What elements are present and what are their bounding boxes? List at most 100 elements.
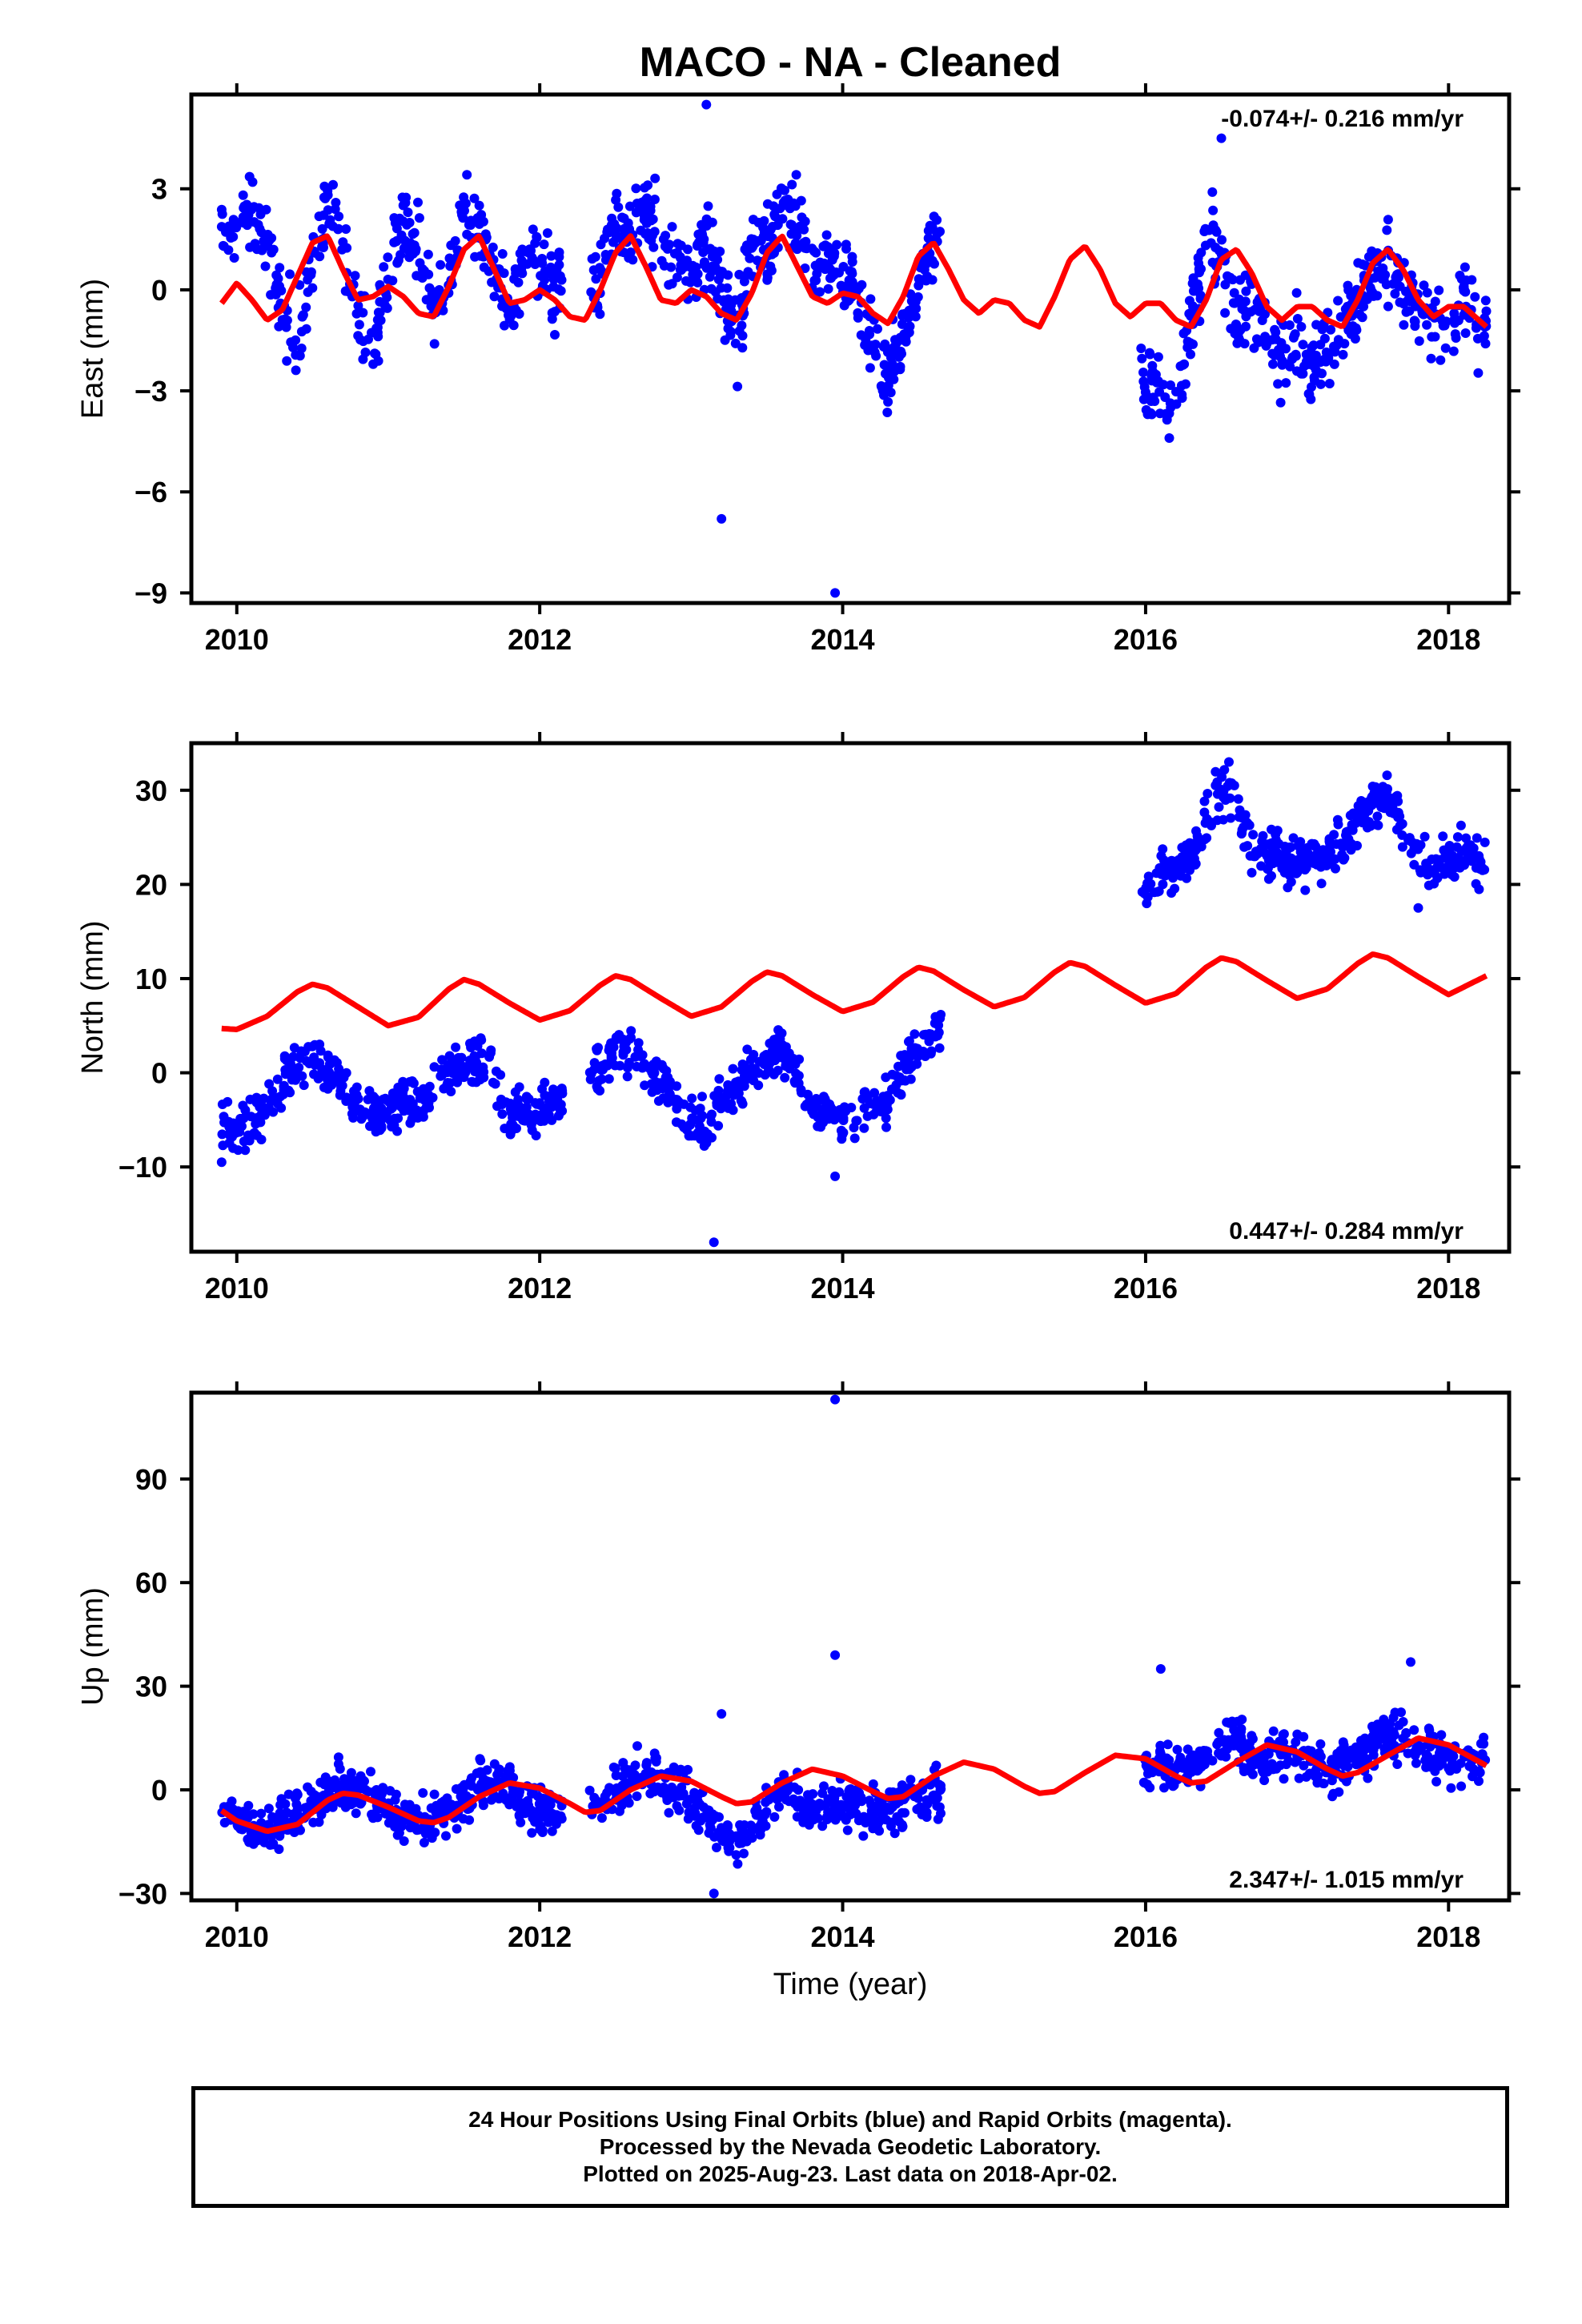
data-point — [1453, 316, 1464, 326]
data-point — [794, 1054, 805, 1064]
data-point — [689, 1787, 700, 1798]
data-point — [595, 309, 605, 320]
data-point — [349, 1101, 359, 1112]
data-point — [301, 267, 311, 277]
data-point — [734, 1838, 745, 1848]
x-axis-label: Time (year) — [773, 1968, 928, 2001]
data-point — [749, 235, 759, 244]
data-point — [608, 1042, 619, 1052]
data-point — [527, 1827, 537, 1838]
data-point — [604, 1074, 614, 1084]
data-point — [1343, 838, 1354, 848]
data-point — [656, 255, 667, 266]
data-point — [380, 1093, 391, 1104]
data-point — [1323, 353, 1334, 364]
data-point — [375, 316, 386, 325]
data-point — [320, 193, 331, 203]
data-point — [705, 1823, 716, 1833]
y-tick-label: −30 — [118, 1877, 167, 1910]
data-point — [775, 1034, 785, 1044]
data-point — [500, 1097, 511, 1108]
data-point — [795, 221, 805, 231]
data-point — [612, 188, 622, 199]
data-point — [770, 211, 781, 222]
data-point — [1208, 205, 1219, 215]
data-point — [1456, 1781, 1467, 1791]
data-point — [706, 1116, 717, 1127]
data-point — [733, 381, 743, 392]
data-point — [396, 1101, 407, 1112]
data-point — [882, 408, 893, 417]
data-point — [500, 1124, 510, 1134]
data-point — [1341, 830, 1351, 840]
data-point — [840, 1104, 850, 1114]
data-point — [753, 1810, 763, 1820]
data-point — [540, 266, 550, 276]
data-point — [611, 1771, 621, 1780]
data-point — [1311, 859, 1322, 869]
data-point — [328, 179, 338, 190]
data-point — [415, 258, 425, 268]
y-tick-label: 30 — [135, 1671, 167, 1703]
y-tick-label: −9 — [135, 577, 167, 609]
data-point — [1396, 1707, 1406, 1718]
data-point — [676, 253, 686, 263]
outlier-point — [717, 513, 727, 524]
data-point — [934, 1043, 945, 1053]
data-point — [1239, 822, 1249, 832]
data-point — [697, 227, 707, 238]
data-point — [513, 277, 524, 287]
data-point — [873, 1820, 882, 1831]
data-point — [801, 243, 812, 254]
data-point — [1184, 296, 1195, 306]
data-point — [285, 269, 295, 279]
data-point — [698, 247, 709, 257]
caption-line: 24 Hour Positions Using Final Orbits (bl… — [468, 2106, 1232, 2132]
data-point — [1383, 301, 1393, 312]
data-point — [1451, 333, 1461, 343]
data-point — [497, 1109, 508, 1120]
data-point — [223, 1801, 234, 1811]
outlier-point — [830, 1394, 841, 1405]
data-point — [912, 1043, 922, 1054]
data-point — [869, 1088, 880, 1098]
data-point — [1434, 1761, 1444, 1771]
data-point — [1464, 1761, 1475, 1771]
data-point — [931, 1760, 942, 1771]
data-point — [901, 332, 911, 342]
data-point — [823, 283, 833, 294]
data-point — [827, 1786, 837, 1795]
data-point — [1188, 273, 1199, 283]
data-point — [1409, 859, 1419, 870]
data-point — [825, 1099, 835, 1109]
data-point — [786, 229, 797, 239]
data-point — [865, 294, 876, 304]
data-point — [712, 1843, 721, 1852]
data-point — [797, 1088, 806, 1098]
y-tick-label: 60 — [135, 1566, 167, 1599]
data-point — [697, 1092, 707, 1102]
rate-label: -0.074+/- 0.216 mm/yr — [1221, 106, 1464, 132]
data-point — [930, 1018, 940, 1028]
data-point — [372, 1097, 383, 1108]
data-point — [865, 363, 875, 373]
data-point — [289, 1043, 299, 1053]
data-point — [849, 1133, 860, 1144]
data-point — [399, 1084, 409, 1094]
data-point — [666, 262, 677, 272]
y-axis-label: East (mm) — [76, 279, 110, 419]
data-point — [475, 1754, 485, 1764]
data-point — [655, 1783, 665, 1794]
data-point — [1355, 309, 1365, 320]
data-point — [537, 258, 548, 268]
rate-label: 0.447+/- 0.284 mm/yr — [1229, 1218, 1464, 1244]
data-point — [508, 1120, 518, 1130]
data-point — [873, 324, 882, 334]
data-point — [717, 1823, 726, 1833]
data-point — [469, 1051, 480, 1061]
data-point — [651, 1753, 661, 1763]
data-point — [905, 1775, 916, 1785]
data-point — [429, 1789, 440, 1799]
data-point — [881, 1122, 891, 1132]
